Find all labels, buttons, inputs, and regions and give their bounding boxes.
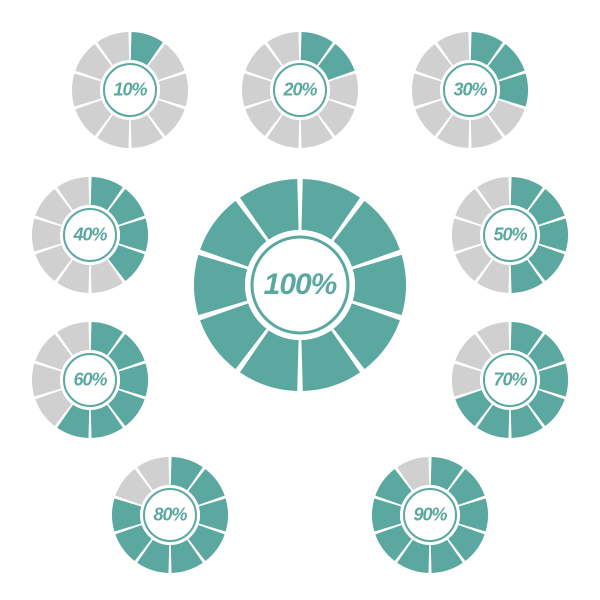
- gauge-label: 20%: [283, 80, 316, 101]
- percent-gauge-30: 30%: [410, 30, 530, 150]
- gauge-label: 70%: [493, 370, 526, 391]
- gauge-label: 30%: [453, 80, 486, 101]
- gauge-label: 10%: [113, 80, 146, 101]
- gauge-label: 90%: [413, 505, 446, 526]
- gauge-label: 60%: [73, 370, 106, 391]
- gauge-label: 100%: [264, 268, 337, 302]
- gauge-label: 50%: [493, 225, 526, 246]
- gauge-label: 80%: [153, 505, 186, 526]
- percent-gauge-90: 90%: [370, 455, 490, 575]
- percent-gauge-60: 60%: [30, 320, 150, 440]
- percent-gauge-100: 100%: [190, 175, 410, 395]
- percent-gauge-20: 20%: [240, 30, 360, 150]
- percent-gauge-40: 40%: [30, 175, 150, 295]
- gauge-label: 40%: [73, 225, 106, 246]
- percent-gauge-10: 10%: [70, 30, 190, 150]
- percent-gauge-80: 80%: [110, 455, 230, 575]
- percent-gauge-70: 70%: [450, 320, 570, 440]
- percent-gauge-50: 50%: [450, 175, 570, 295]
